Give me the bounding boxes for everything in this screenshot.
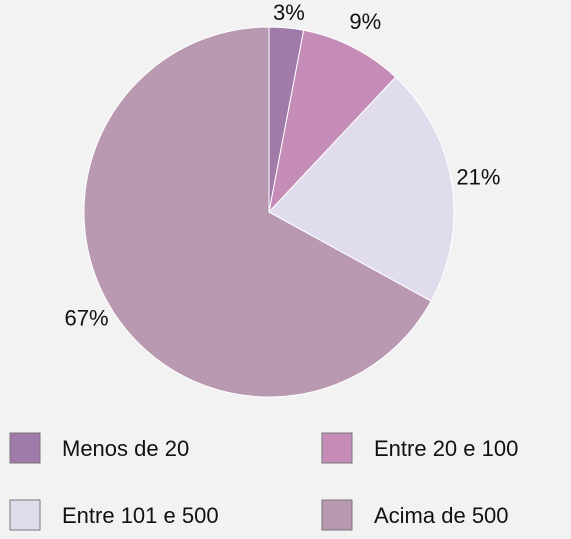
legend-swatch <box>9 499 41 531</box>
legend-swatch <box>321 499 353 531</box>
legend-label: Entre 101 e 500 <box>62 503 219 528</box>
slice-label: 67% <box>64 306 108 331</box>
legend-swatch <box>9 432 41 464</box>
slice-label: 9% <box>349 9 381 34</box>
pie-slice <box>83 26 432 398</box>
legend-label: Menos de 20 <box>62 436 189 461</box>
legend-swatch <box>321 432 353 464</box>
legend-label: Entre 20 e 100 <box>374 436 518 461</box>
slice-label: 3% <box>273 0 305 25</box>
slice-label: 21% <box>456 165 500 190</box>
legend-label: Acima de 500 <box>374 503 509 528</box>
pie-slice <box>268 76 455 302</box>
pie-slice <box>268 29 397 214</box>
